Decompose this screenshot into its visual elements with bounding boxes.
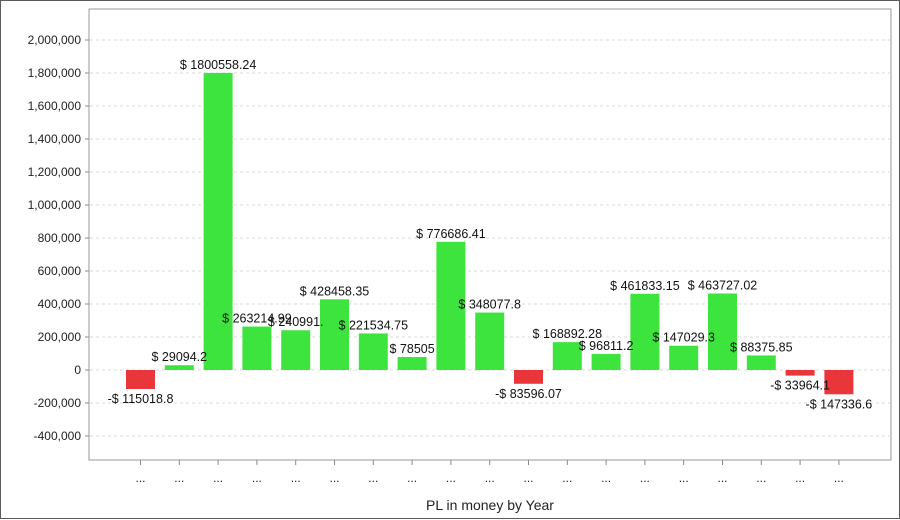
data-label: -$ 147336.6 <box>806 397 873 411</box>
data-label: $ 1800558.24 <box>180 58 257 72</box>
data-label: $ 240991. <box>268 315 324 329</box>
bar <box>475 312 505 370</box>
bar <box>358 333 388 370</box>
y-tick-label: -200,000 <box>34 396 82 410</box>
bar <box>591 354 621 370</box>
x-tick-label: ... <box>834 471 844 485</box>
y-tick-label: 1,800,000 <box>28 66 82 80</box>
y-tick-label: 800,000 <box>38 231 82 245</box>
data-label: $ 88375.85 <box>730 340 793 354</box>
x-tick-label: ... <box>679 471 689 485</box>
bar <box>203 72 233 370</box>
x-tick-label: ... <box>329 471 339 485</box>
data-label: $ 348077.8 <box>458 298 521 312</box>
data-label: $ 463727.02 <box>688 278 758 292</box>
x-tick-label: ... <box>717 471 727 485</box>
bar <box>436 241 466 370</box>
data-label: -$ 33964.1 <box>770 379 830 393</box>
data-label: $ 78505 <box>390 342 435 356</box>
bar <box>514 370 543 384</box>
y-tick-label: 200,000 <box>38 330 82 344</box>
bar <box>630 293 660 370</box>
bar <box>281 330 311 370</box>
bar <box>785 370 815 376</box>
x-tick-label: ... <box>601 471 611 485</box>
y-tick-label: 1,200,000 <box>28 165 82 179</box>
bar <box>320 299 349 370</box>
y-axis-ticks: 2,000,000 1,800,000 1,600,000 1,400,000 1,20… <box>28 33 89 443</box>
x-tick-label: ... <box>795 471 805 485</box>
y-tick-label: 600,000 <box>38 264 82 278</box>
y-tick-label: 0 <box>74 363 81 377</box>
y-tick-label: 2,000,000 <box>28 33 82 47</box>
x-tick-label: ... <box>213 471 223 485</box>
bar <box>552 342 582 370</box>
bar <box>746 355 776 370</box>
x-tick-label: ... <box>407 471 417 485</box>
x-tick-label: ... <box>485 471 495 485</box>
bars <box>126 72 854 395</box>
bar <box>708 293 737 370</box>
y-tick-label: 1,000,000 <box>28 198 82 212</box>
bar <box>126 370 155 389</box>
data-label: $ 29094.2 <box>151 350 207 364</box>
bar <box>164 365 194 370</box>
x-axis-label: PL in money by Year <box>426 497 554 513</box>
data-labels: -$ 115018.8 $ 29094.2 $ 1800558.24 $ 263214… <box>108 58 873 411</box>
y-tick-label: 1,600,000 <box>28 99 82 113</box>
data-label: $ 221534.75 <box>339 318 409 332</box>
data-label: -$ 115018.8 <box>108 392 174 406</box>
y-tick-label: 400,000 <box>38 297 82 311</box>
x-tick-label: ... <box>174 471 184 485</box>
x-tick-label: ... <box>523 471 533 485</box>
bar <box>242 326 272 370</box>
x-axis-ticks: ........................................… <box>135 460 844 485</box>
data-label: $ 96811.2 <box>579 339 634 353</box>
bar <box>669 345 699 370</box>
x-tick-label: ... <box>291 471 301 485</box>
data-label: $ 461833.15 <box>610 279 680 293</box>
data-label: $ 147029.3 <box>652 331 715 345</box>
bar <box>824 370 854 395</box>
data-label: -$ 83596.07 <box>495 387 562 401</box>
x-tick-label: ... <box>756 471 766 485</box>
bar <box>397 357 427 370</box>
data-label: $ 263214.99 <box>222 312 292 326</box>
y-tick-label: 1,400,000 <box>28 132 82 146</box>
x-tick-label: ... <box>135 471 145 485</box>
data-label: $ 428458.35 <box>300 284 370 298</box>
data-label: $ 168892.28 <box>533 327 603 341</box>
x-tick-label: ... <box>252 471 262 485</box>
data-label: $ 776686.41 <box>416 227 486 241</box>
x-tick-label: ... <box>368 471 378 485</box>
y-tick-label: -400,000 <box>34 429 82 443</box>
x-tick-label: ... <box>562 471 572 485</box>
x-tick-label: ... <box>446 471 456 485</box>
x-tick-label: ... <box>640 471 650 485</box>
